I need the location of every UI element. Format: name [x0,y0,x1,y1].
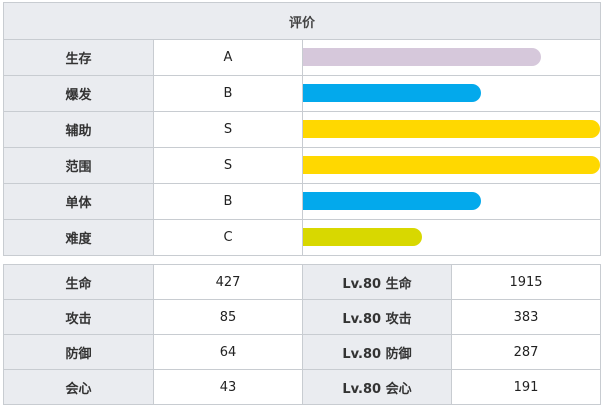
rating-grade: C [153,219,303,256]
rating-row: 单体 B [3,183,602,220]
rating-table: 评价 生存 A 爆发 B 辅助 S 范围 S 单体 B 难度 C [2,2,602,256]
stat-lv80-value: 1915 [451,264,601,300]
rating-bar [303,84,481,102]
rating-row: 辅助 S [3,111,602,148]
stats-row: 会心 43 Lv.80 会心 191 [3,369,601,405]
rating-row: 生存 A [3,39,602,76]
stat-lv80-value: 191 [451,369,601,405]
rating-bar-cell [301,219,602,256]
rating-grade: S [153,147,303,184]
stat-lv80-label: Lv.80 生命 [302,264,452,300]
rating-label: 辅助 [3,111,154,148]
rating-bar-cell [301,39,602,76]
stat-lv80-label: Lv.80 防御 [302,334,452,370]
rating-grade: B [153,183,303,220]
stat-lv80-label: Lv.80 攻击 [302,299,452,335]
stats-row: 攻击 85 Lv.80 攻击 383 [3,299,601,335]
stat-value: 64 [153,334,303,370]
stat-lv80-value: 287 [451,334,601,370]
stat-label: 会心 [3,369,154,405]
stat-value: 427 [153,264,303,300]
rating-header: 评价 [2,2,602,40]
rating-row: 范围 S [3,147,602,184]
rating-grade: B [153,75,303,112]
rating-bar-cell [301,183,602,220]
stats-row: 生命 427 Lv.80 生命 1915 [3,264,601,300]
rating-grade: A [153,39,303,76]
rating-bar-cell [301,147,602,184]
stat-lv80-value: 383 [451,299,601,335]
rating-bar [303,120,600,138]
rating-row: 爆发 B [3,75,602,112]
rating-grade: S [153,111,303,148]
rating-label: 难度 [3,219,154,256]
rating-label: 爆发 [3,75,154,112]
stat-lv80-label: Lv.80 会心 [302,369,452,405]
rating-label: 范围 [3,147,154,184]
rating-bar-cell [301,75,602,112]
rating-bar [303,192,481,210]
stats-row: 防御 64 Lv.80 防御 287 [3,334,601,370]
rating-row: 难度 C [3,219,602,256]
stat-value: 85 [153,299,303,335]
stat-value: 43 [153,369,303,405]
rating-bar [303,228,422,246]
stat-label: 生命 [3,264,154,300]
rating-bar [303,48,541,66]
rating-bar [303,156,600,174]
stat-label: 防御 [3,334,154,370]
rating-label: 生存 [3,39,154,76]
rating-label: 单体 [3,183,154,220]
stats-table: 生命 427 Lv.80 生命 1915 攻击 85 Lv.80 攻击 383 … [3,264,601,405]
rating-bar-cell [301,111,602,148]
stat-label: 攻击 [3,299,154,335]
